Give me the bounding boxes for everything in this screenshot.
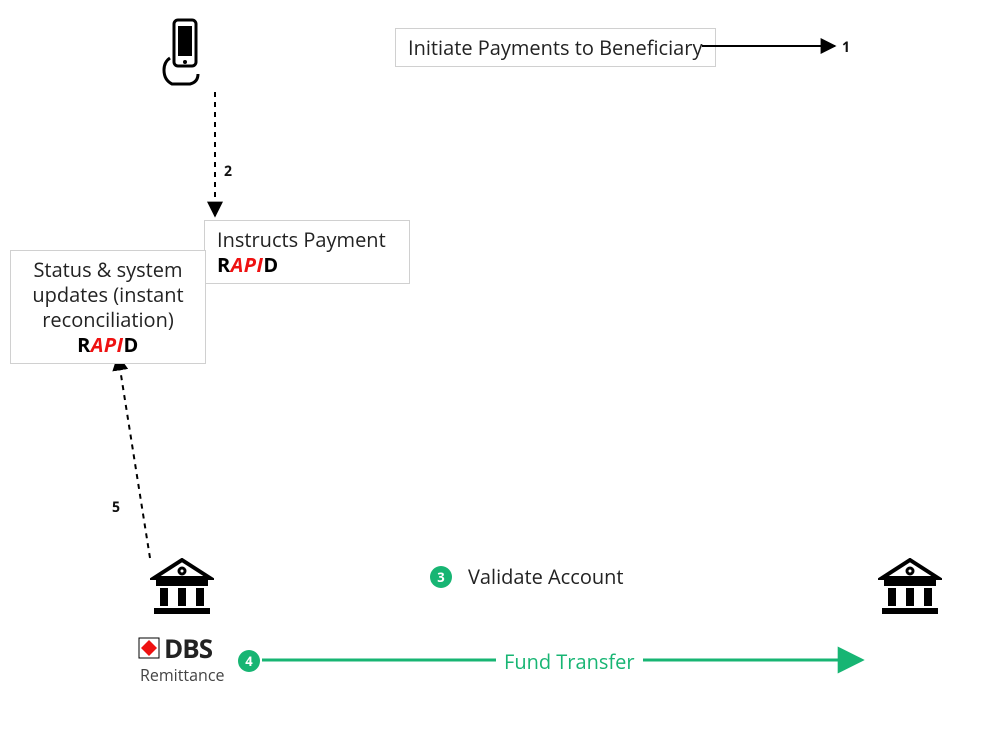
- step-3-number: 3: [430, 566, 452, 588]
- status-rapid: RAPID: [23, 332, 193, 357]
- instructs-rapid: RAPID: [217, 252, 397, 277]
- bank-left-icon: [150, 558, 214, 623]
- bank-left-subtitle: Remittance: [140, 664, 224, 686]
- status-line1: Status & system: [23, 257, 193, 282]
- bank-right-icon: [878, 558, 942, 623]
- step-5-number: 5: [112, 498, 120, 517]
- dbs-mark-icon: [138, 637, 160, 659]
- status-line2: updates (instant: [23, 282, 193, 307]
- instructs-payment-box: Instructs Payment RAPID: [204, 220, 410, 284]
- instructs-line1: Instructs Payment: [217, 227, 397, 252]
- dbs-logo: DBS: [138, 630, 212, 666]
- status-line3: reconciliation): [23, 307, 193, 332]
- step-2-number: 2: [224, 162, 232, 181]
- validate-text: Validate Account: [468, 563, 624, 590]
- status-updates-box: Status & system updates (instant reconci…: [10, 250, 206, 364]
- fund-transfer-text: Fund Transfer: [504, 648, 635, 675]
- dbs-text: DBS: [164, 630, 212, 666]
- validate-account-label: Validate Account: [458, 560, 634, 593]
- fund-transfer-label: Fund Transfer: [496, 648, 643, 675]
- step-4-number: 4: [238, 650, 260, 672]
